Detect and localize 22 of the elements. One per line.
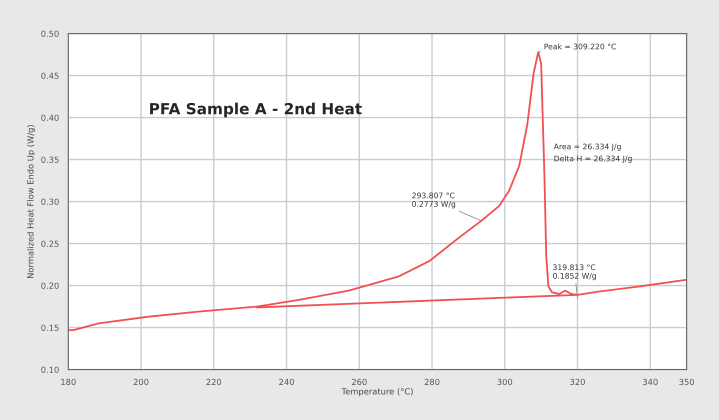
- x-tick-label: 320: [570, 378, 585, 386]
- x-tick-label: 340: [642, 378, 658, 386]
- x-tick-label: 300: [497, 378, 512, 386]
- y-tick-label: 0.30: [41, 198, 59, 205]
- x-tick-label: 200: [134, 378, 148, 386]
- text: PFA Sample A - 2nd Heat: [150, 102, 362, 118]
- y-tick-label: 0.40: [41, 114, 59, 121]
- x-tick-label: 350: [679, 378, 694, 386]
- x-tick-label: 280: [424, 378, 440, 386]
- x-tick-label: 220: [206, 378, 222, 386]
- y-tick-label: 0.25: [41, 240, 59, 247]
- y-tick-label: 0.15: [41, 324, 59, 331]
- y-tick-label: 0.20: [41, 282, 59, 289]
- y-axis-title: Normalized Heat Flow Endo Up (W/g): [27, 125, 36, 278]
- y-tick-label: 0.35: [41, 156, 59, 163]
- x-axis-title: Temperature (°C): [341, 388, 413, 396]
- x-tick-label: 180: [61, 378, 76, 386]
- y-tick-label: 0.50: [41, 30, 59, 37]
- x-tick-label: 260: [352, 378, 367, 386]
- y-tick-label: 0.10: [41, 366, 59, 373]
- y-tick-label: 0.45: [41, 72, 59, 79]
- x-tick-label: 240: [279, 378, 294, 386]
